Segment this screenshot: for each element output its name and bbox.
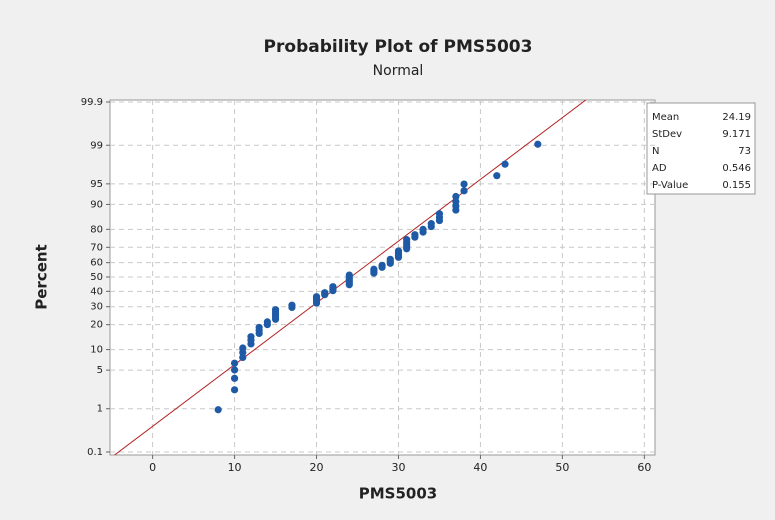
y-tick-label: 80 — [90, 224, 103, 235]
data-point — [493, 172, 501, 180]
data-point — [419, 225, 427, 233]
data-point — [214, 406, 222, 414]
data-point — [247, 333, 255, 341]
data-point — [230, 386, 239, 394]
fit-line — [113, 100, 587, 455]
data-point — [394, 247, 403, 255]
data-point — [435, 210, 444, 218]
data-point — [239, 353, 247, 362]
x-tick-label: 0 — [149, 461, 156, 474]
stats-label: StDev — [652, 129, 682, 140]
y-tick-label: 20 — [90, 320, 103, 331]
data-point — [271, 306, 280, 314]
x-tick-label: 30 — [391, 461, 405, 474]
x-tick-label: 40 — [473, 461, 487, 474]
stats-label: N — [652, 146, 659, 157]
stats-value: 24.19 — [722, 112, 751, 123]
plot-content — [113, 100, 587, 455]
data-point — [403, 236, 411, 244]
data-point — [411, 231, 419, 239]
data-point — [378, 261, 386, 269]
y-tick-label: 5 — [97, 365, 103, 376]
y-tick-label: 70 — [90, 242, 103, 253]
data-point — [288, 301, 296, 309]
data-point — [427, 220, 435, 228]
stats-value: 9.171 — [722, 129, 751, 140]
data-point — [534, 140, 542, 148]
stats-label: Mean — [652, 112, 679, 123]
y-axis-label: Percent — [33, 244, 51, 309]
y-tick-label: 90 — [90, 199, 103, 210]
x-tick-label: 60 — [637, 461, 651, 474]
data-point — [230, 366, 239, 374]
y-tick-label: 60 — [90, 258, 103, 269]
stats-value: 0.155 — [722, 180, 751, 191]
data-point — [230, 374, 239, 382]
y-tick-label: 99 — [90, 140, 103, 151]
data-point — [345, 271, 353, 279]
x-tick-label: 50 — [555, 461, 569, 474]
stats-box — [646, 102, 756, 195]
y-tick-label: 95 — [90, 179, 103, 190]
data-point — [460, 187, 468, 195]
chart-title: Probability Plot of PMS5003 — [264, 37, 533, 57]
data-point — [239, 344, 247, 352]
data-point — [452, 197, 460, 206]
stats-label: P-Value — [652, 180, 688, 191]
stats-value: 73 — [738, 146, 751, 157]
data-point — [312, 293, 321, 301]
data-point — [460, 180, 468, 188]
x-tick-label: 20 — [310, 461, 324, 474]
y-tick-label: 0.1 — [87, 447, 103, 458]
y-tick-label: 99.9 — [81, 97, 103, 108]
data-point — [255, 323, 263, 332]
data-point — [452, 192, 460, 201]
chart-subtitle: Normal — [373, 63, 424, 79]
data-point — [370, 265, 378, 273]
y-tick-label: 10 — [90, 345, 103, 356]
y-tick-label: 40 — [90, 286, 103, 297]
x-axis-label: PMS5003 — [359, 485, 437, 503]
y-tick-label: 1 — [97, 404, 103, 415]
stats-value: 0.546 — [722, 163, 751, 174]
data-point — [321, 289, 329, 297]
stats-label: AD — [652, 163, 667, 174]
y-tick-label: 50 — [90, 272, 103, 283]
data-point — [263, 318, 271, 326]
x-tick-label: 10 — [228, 461, 242, 474]
data-point — [230, 359, 239, 367]
y-tick-label: 30 — [90, 302, 103, 313]
data-point — [329, 283, 337, 291]
data-point — [501, 160, 509, 168]
data-point — [386, 255, 394, 263]
